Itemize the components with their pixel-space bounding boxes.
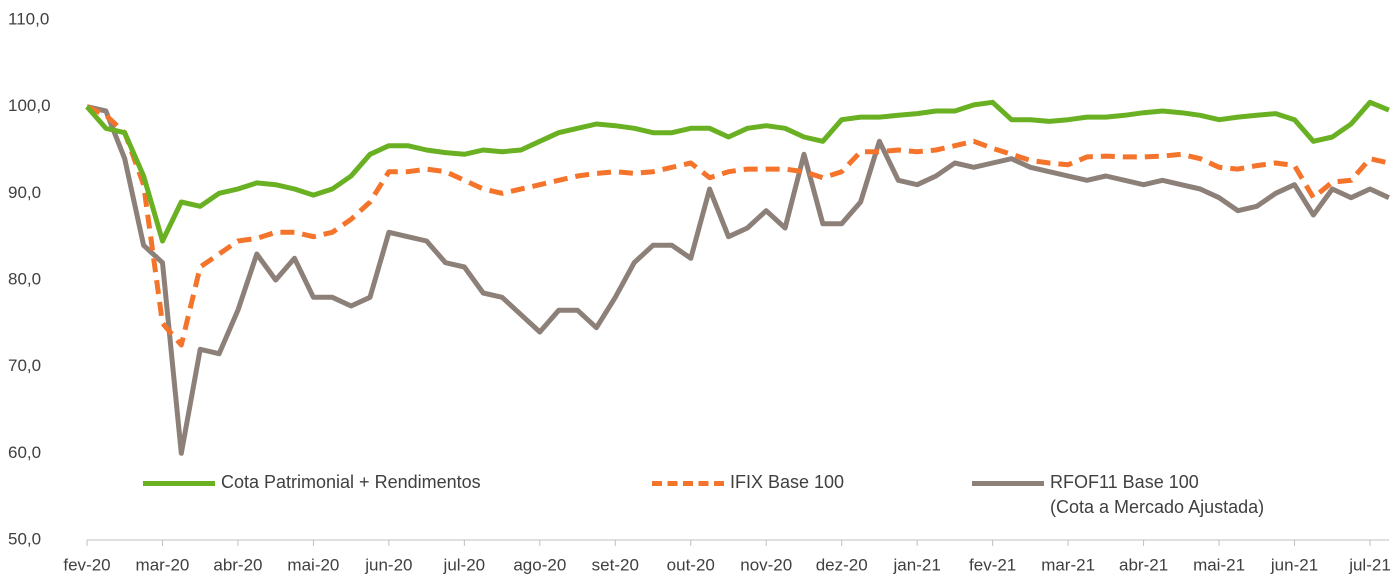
legend-entry: Cota Patrimonial + Rendimentos: [143, 470, 481, 495]
x-tick-label: jan-21: [893, 555, 941, 574]
legend-label: IFIX Base 100: [730, 472, 845, 492]
legend-swatch: [972, 481, 1044, 486]
line-series: [85, 99, 1390, 244]
legend-swatch: [143, 481, 215, 486]
x-tick-label: jul-20: [443, 555, 486, 574]
x-tick-label: mai-21: [1193, 555, 1245, 574]
x-tick-label: mar-21: [1041, 555, 1095, 574]
x-tick-label: ago-20: [513, 555, 566, 574]
x-tick-label: abr-20: [213, 555, 262, 574]
x-tick-label: nov-20: [740, 555, 792, 574]
x-tick-label: jun-21: [1270, 555, 1318, 574]
y-tick-label: 100,0: [8, 96, 51, 115]
x-tick-label: mar-20: [136, 555, 190, 574]
line-series: [86, 104, 1390, 456]
legend-label: RFOF11 Base 100 (Cota a Mercado Ajustada…: [1050, 472, 1265, 517]
x-tick-label: out-20: [667, 555, 715, 574]
legend-entry: RFOF11 Base 100 (Cota a Mercado Ajustada…: [972, 470, 1264, 520]
x-tick-label: fev-20: [63, 555, 110, 574]
y-tick-label: 70,0: [8, 356, 41, 375]
y-tick-label: 110,0: [8, 9, 49, 28]
y-tick-label: 50,0: [8, 529, 41, 548]
x-tick-label: jul-21: [1348, 555, 1391, 574]
x-tick-label: jun-20: [364, 555, 412, 574]
x-tick-label: fev-21: [969, 555, 1016, 574]
legend-label: Cota Patrimonial + Rendimentos: [221, 472, 481, 492]
legend-swatch: [652, 481, 724, 486]
x-tick-label: set-20: [592, 555, 639, 574]
y-tick-label: 80,0: [8, 269, 41, 288]
line-series: [85, 104, 1390, 348]
x-tick-label: dez-20: [816, 555, 868, 574]
y-tick-label: 90,0: [8, 183, 41, 202]
x-tick-label: abr-21: [1119, 555, 1168, 574]
legend-entry: IFIX Base 100: [652, 470, 844, 495]
y-tick-label: 60,0: [8, 443, 41, 462]
x-tick-label: mai-20: [287, 555, 339, 574]
